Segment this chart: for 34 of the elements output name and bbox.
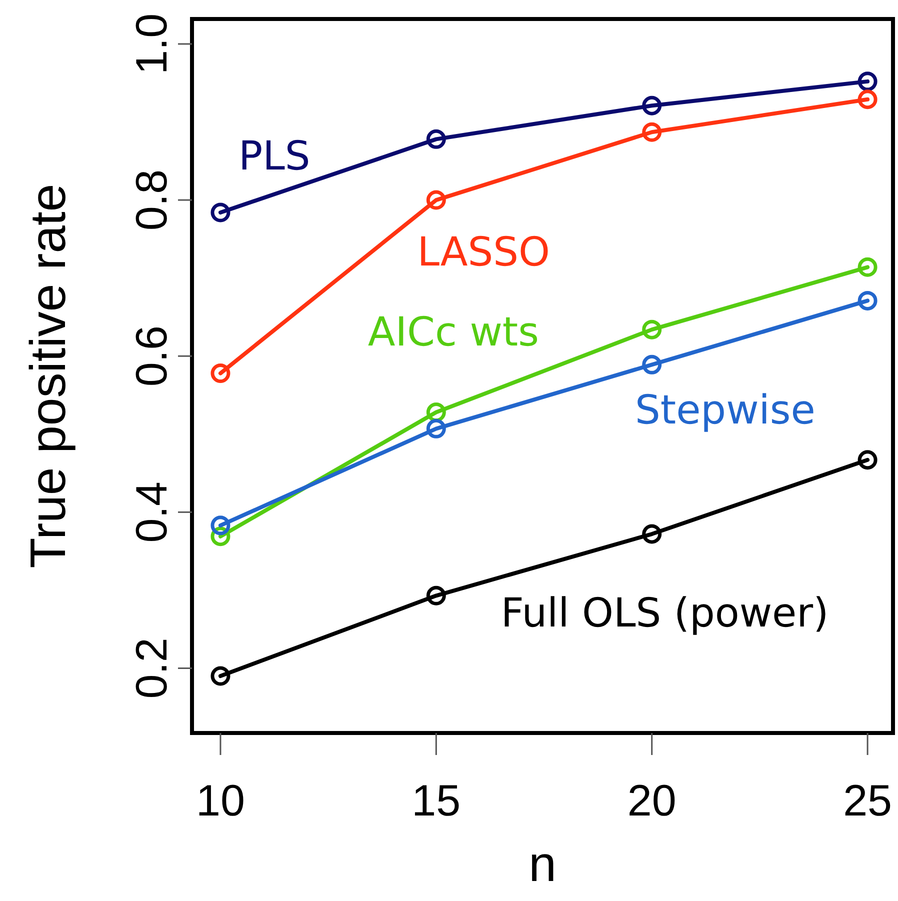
series-label: Stepwise [635,388,816,434]
point [426,418,446,438]
point [642,320,662,340]
point [642,524,662,544]
point [858,450,878,470]
point [642,96,662,116]
y-tick-label: 0.6 [128,326,176,387]
point [858,90,878,110]
point [858,290,878,310]
point [426,586,446,606]
y-tick-label: 0.2 [128,638,176,699]
point [210,202,230,222]
y-tick-label: 1.0 [128,13,176,75]
point [426,190,446,210]
x-tick-label: 25 [843,776,892,826]
x-tick-label: 15 [412,776,461,826]
series-label: AICc wts [368,310,539,356]
x-tick-label: 10 [196,776,245,826]
point [642,354,662,374]
series-label: PLS [238,133,310,180]
series-label: Full OLS (power) [500,590,829,637]
point [642,122,662,142]
point [858,72,878,92]
x-tick-label: 20 [627,776,676,826]
point [210,516,230,536]
point [210,364,230,384]
point [210,666,230,686]
point [858,257,878,277]
y-axis-title: True positive rate [20,184,76,568]
y-tick-label: 0.4 [128,482,176,543]
point [426,129,446,149]
x-axis-title: n [528,836,556,892]
series-label: LASSO [417,229,550,276]
y-tick-label: 0.8 [128,169,176,231]
